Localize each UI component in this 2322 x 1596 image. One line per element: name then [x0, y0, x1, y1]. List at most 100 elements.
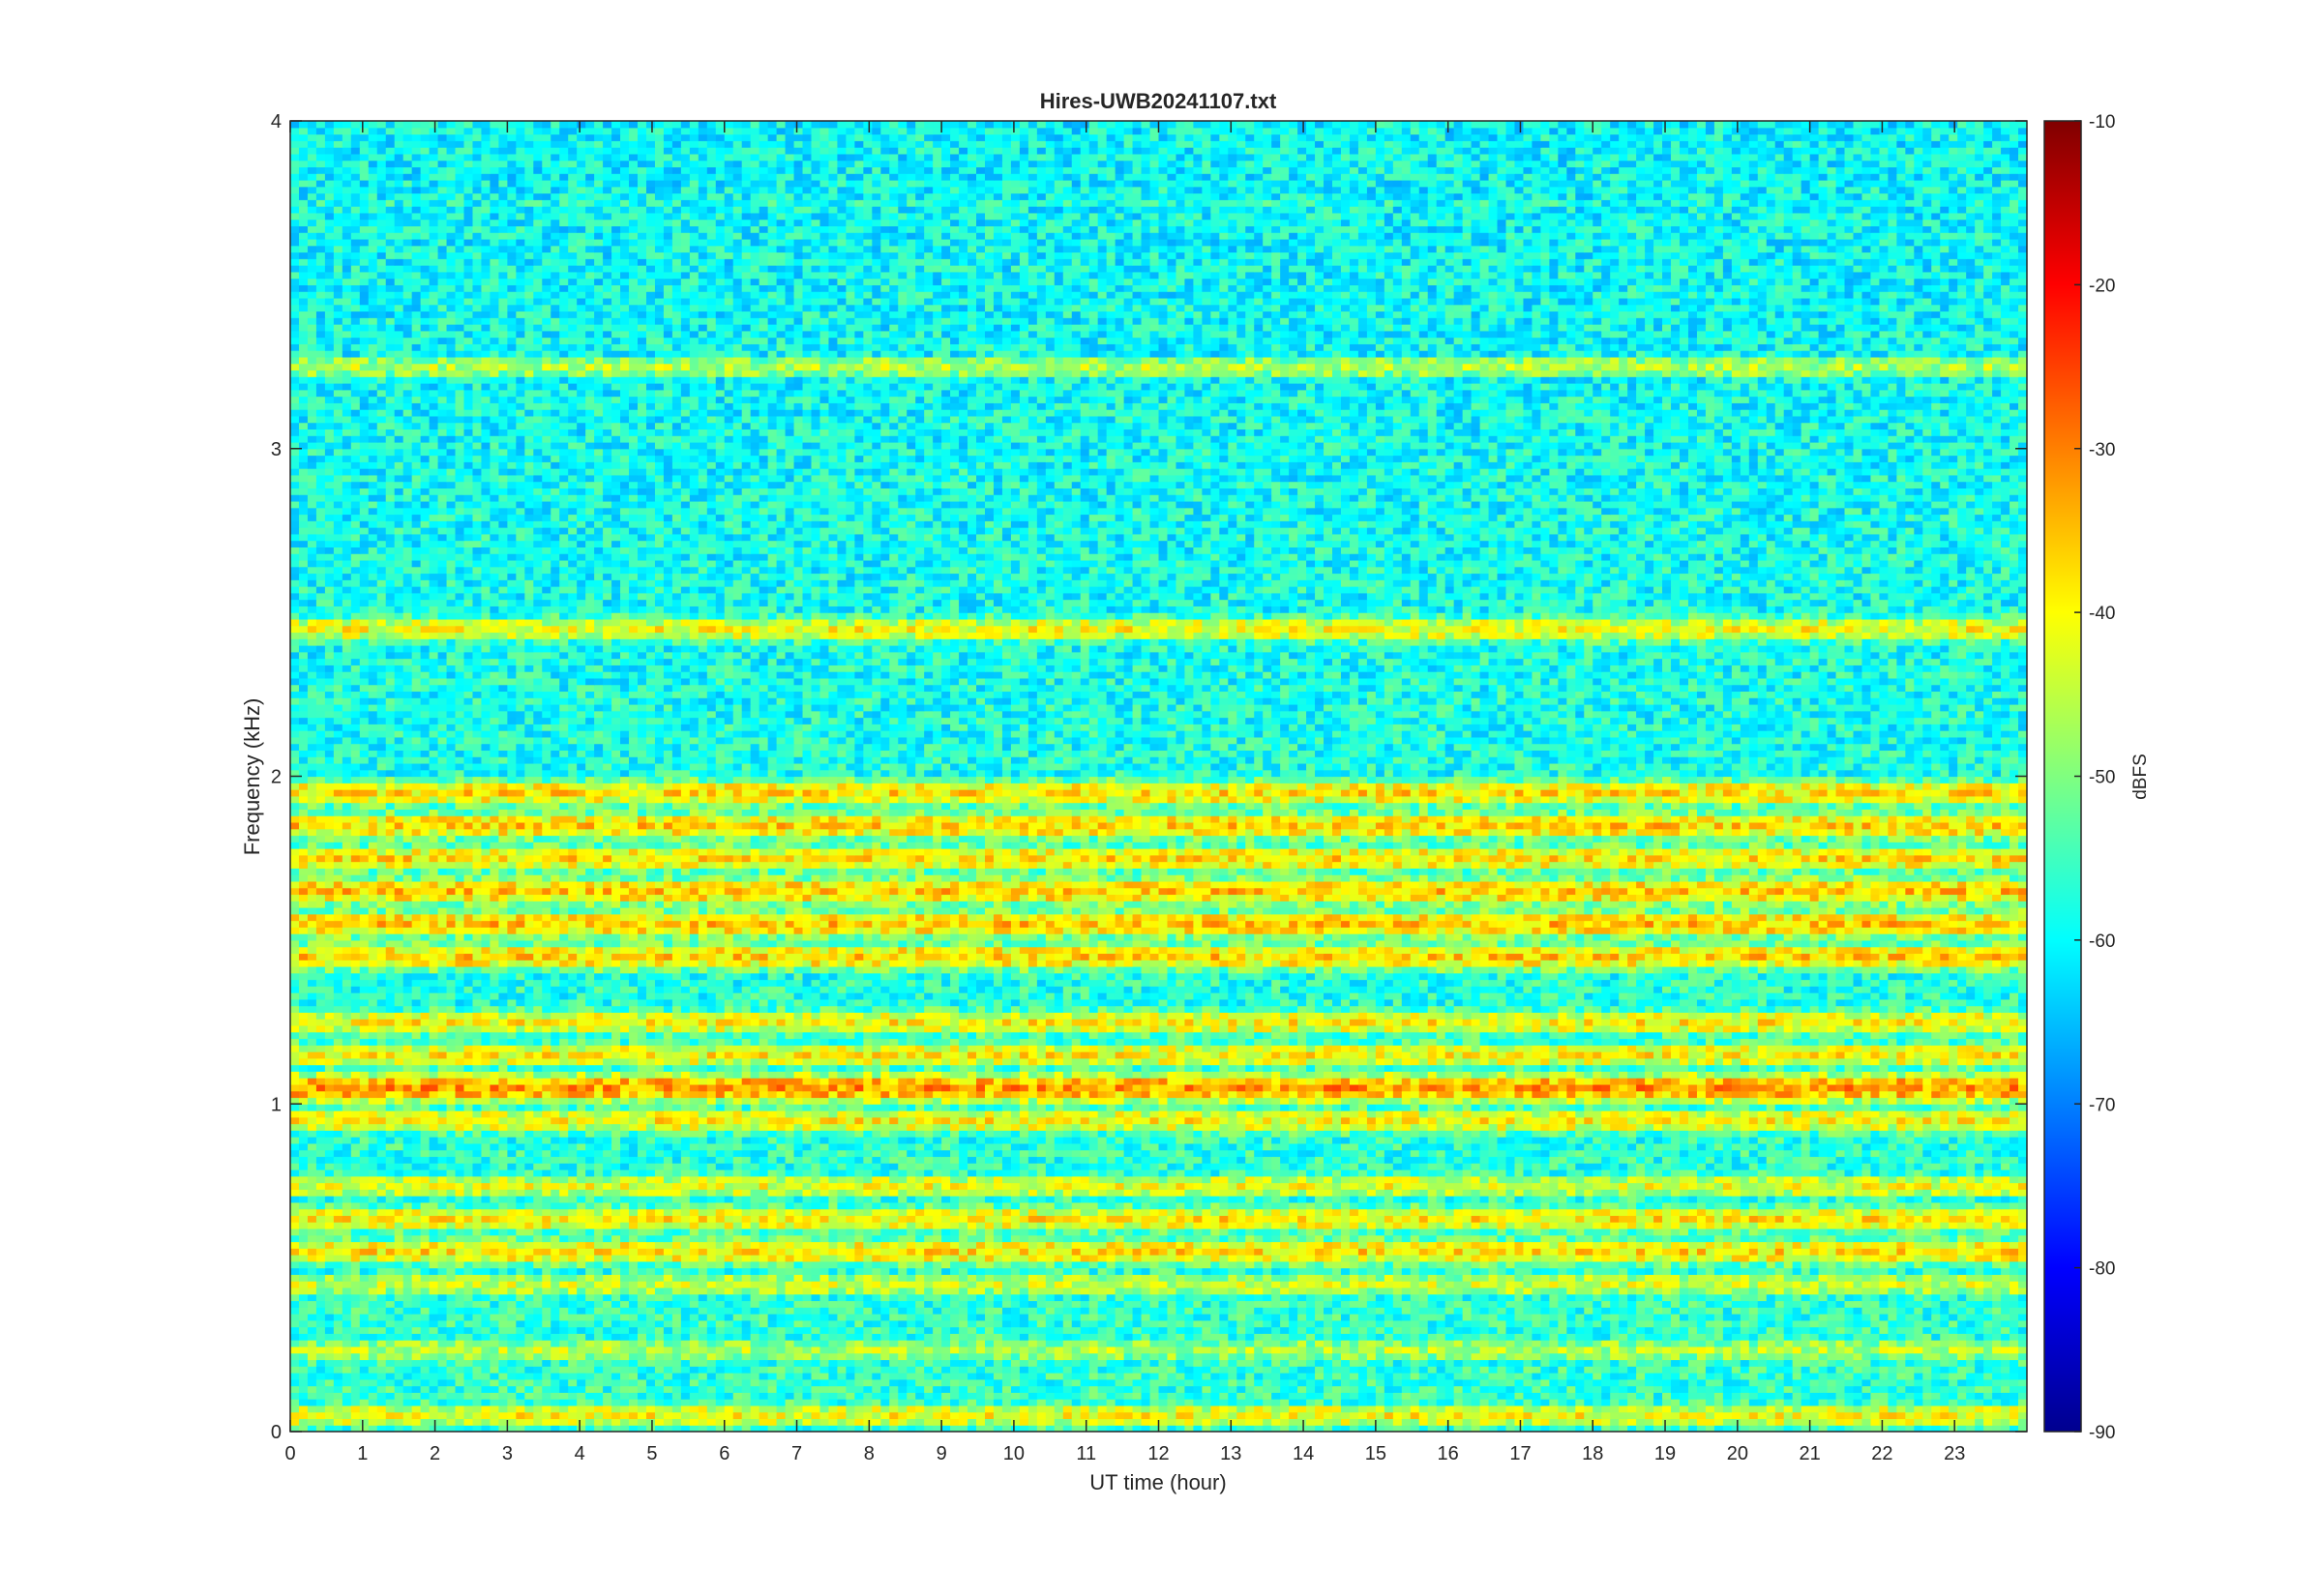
heatmap-cell	[1011, 1353, 1021, 1360]
heatmap-cell	[1775, 1366, 1785, 1373]
heatmap-cell	[629, 1392, 639, 1399]
heatmap-cell	[1627, 1373, 1637, 1379]
heatmap-cell	[1341, 1359, 1351, 1366]
heatmap-cell	[577, 1405, 586, 1412]
heatmap-cell	[1732, 1373, 1742, 1379]
heatmap-cell	[490, 1359, 499, 1366]
heatmap-cell	[1957, 1412, 1967, 1419]
heatmap-cell	[308, 1392, 317, 1399]
heatmap-cell	[1558, 1386, 1567, 1393]
heatmap-cell	[1046, 1366, 1056, 1373]
heatmap-cell	[655, 1399, 665, 1405]
heatmap-cell	[1845, 1405, 1855, 1412]
heatmap-cell	[1723, 1359, 1733, 1366]
heatmap-cell	[1819, 1412, 1829, 1419]
heatmap-cell	[742, 1353, 752, 1360]
heatmap-cell	[611, 1399, 621, 1405]
heatmap-cell	[1445, 1379, 1455, 1386]
heatmap-cell	[342, 1399, 352, 1405]
heatmap-cell	[1428, 1353, 1438, 1360]
heatmap-cell	[1428, 1346, 1438, 1353]
heatmap-cell	[941, 1320, 951, 1327]
heatmap-cell	[1236, 1392, 1246, 1399]
heatmap-cell	[1324, 1379, 1333, 1386]
heatmap-cell	[1236, 1399, 1246, 1405]
heatmap-cell	[803, 1340, 813, 1346]
heatmap-cell	[742, 1418, 752, 1425]
heatmap-cell	[1280, 1327, 1290, 1334]
heatmap-cell	[950, 1359, 960, 1366]
heatmap-cell	[395, 1333, 404, 1340]
heatmap-cell	[1437, 1314, 1446, 1320]
heatmap-cell	[1896, 1399, 1906, 1405]
heatmap-cell	[786, 1399, 795, 1405]
heatmap-cell	[1983, 1399, 1993, 1405]
heatmap-cell	[1063, 1386, 1073, 1393]
heatmap-cell	[611, 1379, 621, 1386]
heatmap-cell	[342, 1327, 352, 1334]
heatmap-cell	[1489, 1320, 1499, 1327]
heatmap-cell	[742, 1320, 752, 1327]
heatmap-cell	[1020, 1399, 1029, 1405]
heatmap-cell	[1167, 1340, 1176, 1346]
heatmap-cell	[1879, 1346, 1889, 1353]
heatmap-cell	[1775, 1327, 1785, 1334]
heatmap-cell	[1549, 1373, 1559, 1379]
heatmap-cell	[1619, 1412, 1628, 1419]
heatmap-cell	[1176, 1314, 1185, 1320]
heatmap-cell	[837, 1386, 847, 1393]
heatmap-cell	[1280, 1405, 1290, 1412]
heatmap-cell	[395, 1379, 404, 1386]
heatmap-cells	[290, 121, 2028, 1433]
heatmap-cell	[1732, 1386, 1742, 1393]
heatmap-cell	[1957, 1405, 1967, 1412]
heatmap-cell	[976, 1399, 986, 1405]
heatmap-cell	[1957, 1366, 1967, 1373]
heatmap-cell	[933, 1359, 942, 1366]
heatmap-cell	[1775, 1373, 1785, 1379]
heatmap-cell	[1888, 1359, 1897, 1366]
heatmap-cell	[1593, 1340, 1602, 1346]
heatmap-cell	[1437, 1340, 1446, 1346]
heatmap-cell	[1662, 1373, 1672, 1379]
heatmap-cell	[863, 1412, 873, 1419]
heatmap-cell	[342, 1333, 352, 1340]
heatmap-cell	[1896, 1412, 1906, 1419]
heatmap-cell	[1506, 1366, 1516, 1373]
heatmap-cell	[430, 1399, 439, 1405]
heatmap-cell	[1324, 1386, 1333, 1393]
heatmap-cell	[690, 1392, 700, 1399]
heatmap-cell	[1280, 1366, 1290, 1373]
heatmap-cell	[1055, 1353, 1064, 1360]
heatmap-cell	[707, 1373, 717, 1379]
heatmap-cell	[1150, 1314, 1160, 1320]
heatmap-cell	[880, 1327, 890, 1334]
heatmap-cell	[733, 1366, 743, 1373]
heatmap-cell	[1098, 1327, 1108, 1334]
heatmap-cell	[968, 1405, 977, 1412]
heatmap-cell	[1254, 1379, 1264, 1386]
heatmap-cell	[1741, 1412, 1750, 1419]
heatmap-cell	[733, 1327, 743, 1334]
heatmap-cell	[2009, 1333, 2019, 1340]
heatmap-cell	[1732, 1359, 1742, 1366]
heatmap-cell	[1176, 1379, 1185, 1386]
heatmap-cell	[1723, 1327, 1733, 1334]
heatmap-cell	[498, 1340, 508, 1346]
heatmap-cell	[430, 1359, 439, 1366]
heatmap-cell	[1767, 1353, 1776, 1360]
heatmap-cell	[299, 1379, 309, 1386]
heatmap-cell	[1306, 1379, 1316, 1386]
heatmap-cell	[1184, 1346, 1194, 1353]
heatmap-cell	[1107, 1392, 1116, 1399]
heatmap-cell	[1905, 1340, 1915, 1346]
heatmap-cell	[1306, 1373, 1316, 1379]
heatmap-cell	[1975, 1373, 1984, 1379]
heatmap-cell	[1514, 1399, 1524, 1405]
heatmap-cell	[812, 1333, 821, 1340]
heatmap-cell	[768, 1359, 778, 1366]
heatmap-cell	[2001, 1320, 2010, 1327]
heatmap-cell	[1575, 1346, 1585, 1353]
heatmap-cell	[1688, 1418, 1698, 1425]
heatmap-cell	[1402, 1340, 1412, 1346]
